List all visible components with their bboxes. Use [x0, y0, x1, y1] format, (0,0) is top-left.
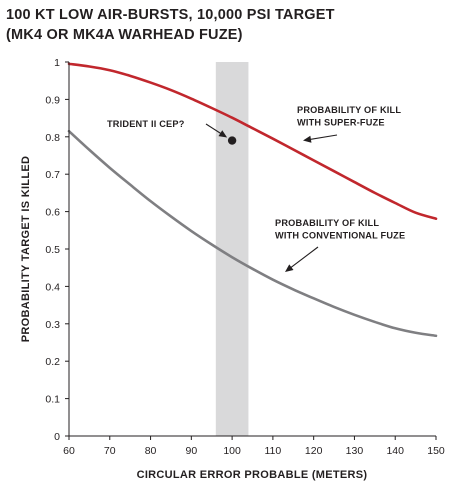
x-tick-label: 100 — [223, 445, 241, 457]
chart-subtitle: (MK4 OR MK4A WARHEAD FUZE) — [6, 27, 243, 43]
annotation-arrow-head — [285, 264, 294, 272]
y-tick-label: 0.2 — [45, 356, 60, 368]
x-tick-label: 110 — [265, 445, 282, 457]
super-fuze-series-line — [67, 62, 438, 221]
y-tick-label: 0.6 — [45, 207, 60, 219]
x-tick-label: 60 — [63, 445, 75, 457]
y-tick-label: 0.1 — [45, 394, 60, 406]
y-tick-label: 0.4 — [45, 281, 60, 293]
series-label-line2: WITH SUPER-FUZE — [297, 118, 385, 128]
trident-cep-marker — [227, 136, 237, 145]
y-tick-label: 0.7 — [45, 169, 60, 181]
series-label-line1: PROBABILITY OF KILL — [297, 105, 401, 115]
annotation-arrow-line — [287, 246, 319, 271]
x-tick-label: 150 — [427, 445, 445, 457]
x-tick-label: 120 — [305, 445, 323, 457]
x-tick-label: 90 — [185, 445, 197, 457]
x-axis-label: CIRCULAR ERROR PROBABLE (METERS) — [137, 469, 368, 481]
series-label-line1: PROBABILITY OF KILL — [275, 218, 379, 228]
annotation-arrow-line — [306, 134, 338, 141]
y-tick-label: 0.9 — [45, 94, 60, 106]
y-tick-label: 0.3 — [45, 319, 60, 331]
y-tick-label: 0.8 — [45, 132, 60, 144]
annotation-arrow-head — [303, 135, 312, 143]
chart-title: 100 KT LOW AIR-BURSTS, 10,000 PSI TARGET — [6, 7, 335, 23]
x-tick-label: 80 — [145, 445, 157, 457]
x-tick-label: 140 — [386, 445, 404, 457]
y-tick-label: 0.5 — [45, 244, 60, 256]
x-tick-label: 130 — [346, 445, 364, 457]
conventional-fuze-series-line — [67, 129, 438, 338]
trident-cep-label: TRIDENT II CEP? — [107, 119, 185, 129]
series-label-line2: WITH CONVENTIONAL FUZE — [275, 231, 405, 241]
y-tick-label: 0 — [54, 431, 60, 443]
y-tick-label: 1 — [54, 57, 60, 69]
y-axis-label: PROBABILITY TARGET IS KILLED — [20, 156, 32, 342]
trident-cep-arrow-head — [218, 130, 228, 138]
x-tick-label: 70 — [104, 445, 116, 457]
